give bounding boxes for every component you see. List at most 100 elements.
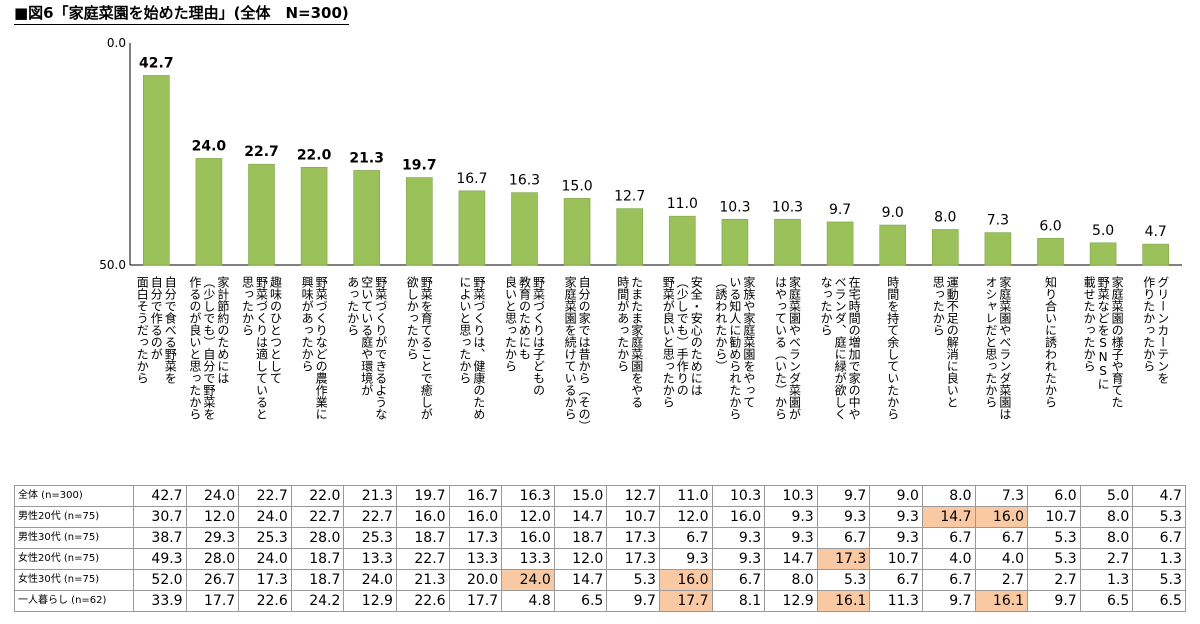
table-cell: 4.0 (921, 548, 976, 570)
table-cell: 6.7 (658, 527, 713, 549)
category-label-line: はやっている（いた）から (774, 276, 788, 420)
table-cell: 16.0 (501, 527, 555, 549)
category-label-line: 運動不足の解消に良いと (945, 276, 959, 408)
table-cell: 16.3 (501, 485, 555, 507)
category-label-line: 興味があったから (300, 276, 314, 372)
table-cell: 18.7 (553, 527, 608, 549)
category-label-line: 野菜を育てることで癒しが (419, 276, 433, 420)
table-row-header: 男性20代 (n=75) (14, 506, 134, 528)
bar (616, 208, 644, 266)
bar (984, 232, 1012, 266)
table-cell: 30.7 (133, 506, 187, 528)
table-cell: 5.3 (606, 569, 660, 591)
table-cell: 9.3 (816, 506, 871, 528)
table-cell: 9.3 (711, 527, 766, 549)
table-cell: 25.3 (238, 527, 292, 549)
category-label-line: 面白そうだったから (135, 276, 149, 384)
chart-bars (143, 75, 1169, 266)
category-label-line: たまたま家庭菜園をやる (630, 276, 644, 408)
category-label-line: 家計節約のためには (216, 275, 230, 384)
table-row: 女性30代 (n=75) 52.0 26.7 17.3 18.7 24.0 21.3 20.0… (14, 569, 1186, 591)
category-label-line: なったから (819, 276, 833, 336)
table-cell: 13.3 (448, 548, 503, 570)
category-label-line: 載せたかったから (1082, 276, 1096, 372)
bar (1142, 243, 1169, 266)
category-label-line: 欲しかったから (405, 276, 419, 360)
category-label-line: グリーンカーテンを (1156, 276, 1170, 384)
chart-value-labels: 42.7 24.0 22.7 22.0 21.3 19.7 16.7 16.3 15.0 12.7… (139, 55, 1167, 240)
table-cell: 9.3 (869, 506, 923, 528)
table-cell: 17.7 (658, 590, 713, 612)
category-label-line: （誘われたから） (714, 276, 728, 372)
table-cell: 24.2 (290, 590, 345, 612)
table-cell: 17.3 (816, 548, 871, 570)
category-label-line: 時間を持て余していたから (886, 276, 900, 420)
table-cell: 9.3 (869, 527, 923, 549)
bar (353, 170, 381, 266)
table-cell: 6.5 (1132, 590, 1186, 612)
table-cell: 4.0 (974, 548, 1029, 570)
data-label: 5.0 (1092, 223, 1114, 239)
table-cell: 28.0 (185, 548, 240, 570)
bar-chart: 50.0 0.0 42.7 24.0 22.7 22.0 21.3 19.7 16.7 16.3… (99, 36, 1182, 432)
data-label: 11.0 (667, 196, 698, 212)
table-row: 全体 (n=300) 42.7 24.0 22.7 22.0 21.3 19.7 16.7 16… (14, 485, 1186, 507)
bar (721, 218, 749, 266)
table-cell: 25.3 (343, 527, 397, 549)
data-table-body: 全体 (n=300) 42.7 24.0 22.7 22.0 21.3 19.7 16.7 16… (14, 485, 1186, 612)
category-label-line: 自分で食べる野菜を (163, 276, 177, 384)
table-cell: 12.0 (553, 548, 608, 570)
table-cell: 16.0 (658, 569, 713, 591)
table-cell: 38.7 (133, 527, 187, 549)
chart-title: ■図6「家庭菜園を始めた理由」(全体 N=300) (14, 2, 349, 25)
table-cell: 12.0 (658, 506, 713, 528)
table-cell: 20.0 (448, 569, 503, 591)
data-label: 9.0 (882, 205, 904, 221)
table-cell: 6.7 (869, 569, 923, 591)
table-cell: 16.0 (448, 506, 503, 528)
table-cell: 6.7 (921, 527, 976, 549)
category-label-line: 在宅時間の増加で家の中や (847, 276, 861, 420)
category-label-line: 野菜などをSNSに (1096, 276, 1110, 390)
category-label-line: 教育のためにも (518, 275, 532, 360)
table-cell: 24.0 (238, 548, 292, 570)
table-cell: 28.0 (290, 527, 345, 549)
table-cell: 15.0 (553, 485, 608, 507)
table-cell: 16.1 (816, 590, 871, 612)
table-row-header: 女性20代 (n=75) (14, 548, 134, 570)
table-cell: 33.9 (133, 590, 187, 612)
category-label-line: 野菜づくりは、健康のため (472, 276, 486, 420)
bar (458, 190, 486, 266)
table-cell: 4.8 (501, 590, 555, 612)
bar (774, 218, 801, 266)
data-table: 全体 (n=300) 42.7 24.0 22.7 22.0 21.3 19.7 16.7 16… (14, 485, 1186, 612)
table-cell: 6.7 (816, 527, 871, 549)
data-label: 4.7 (1145, 224, 1167, 240)
table-cell: 18.7 (290, 548, 345, 570)
category-label-line: 良いと思ったから (504, 275, 518, 372)
table-cell: 9.7 (921, 590, 976, 612)
table-cell: 17.7 (185, 590, 240, 612)
table-row-header: 全体 (n=300) (14, 485, 134, 507)
category-label-line: 空いている庭や環境が (360, 276, 374, 396)
bar (195, 158, 223, 266)
table-cell: 9.7 (816, 485, 871, 507)
table-cell: 5.3 (1132, 506, 1186, 528)
table-cell: 6.5 (553, 590, 608, 612)
category-label-line: 家族や家庭菜園をやって (742, 275, 756, 408)
table-cell: 49.3 (133, 548, 187, 570)
table-cell: 14.7 (921, 506, 976, 528)
table-cell: 11.3 (869, 590, 923, 612)
category-label-line: オシャレだと思ったから (984, 276, 998, 408)
category-label-line: 思ったから (241, 276, 255, 336)
table-cell: 22.6 (395, 590, 450, 612)
